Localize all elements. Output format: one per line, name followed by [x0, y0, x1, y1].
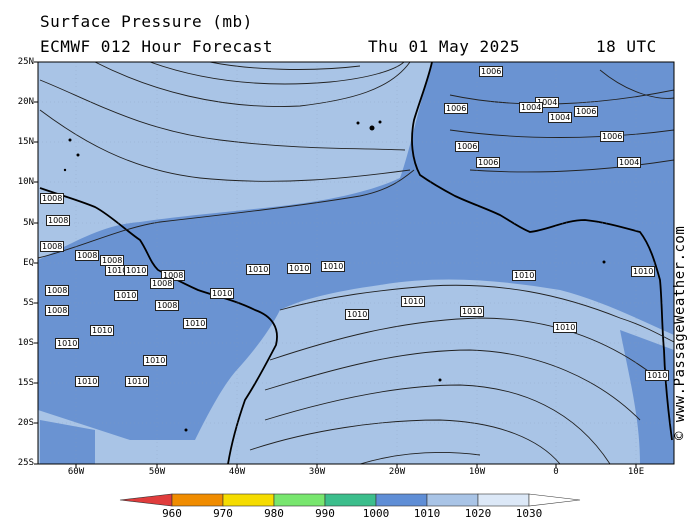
isobar-label: 1010: [183, 318, 208, 329]
isobar-label: 1006: [444, 103, 469, 114]
lat-label: 25N: [17, 57, 34, 67]
lat-label: 10S: [17, 338, 34, 348]
isobar-label: 1008: [150, 278, 175, 289]
low-pressure-lobe: [40, 420, 95, 464]
lat-label: 20S: [17, 418, 34, 428]
isobar-label: 1008: [155, 300, 180, 311]
isobar-label: 1004: [519, 102, 544, 113]
isobar-label: 1010: [460, 306, 485, 317]
graticule: [38, 62, 674, 464]
lat-label: EQ: [23, 258, 34, 268]
isobar-label: 1006: [455, 141, 480, 152]
coastlines: [39, 62, 673, 464]
isobar-label: 1010: [401, 296, 426, 307]
colorbar-label: 1020: [464, 507, 492, 520]
isobar-label: 1010: [512, 270, 537, 281]
isobar-label: 1006: [600, 131, 625, 142]
isobar-label: 1008: [45, 305, 70, 316]
lon-label: 50W: [148, 467, 166, 477]
isobars: [38, 62, 674, 464]
isobar-label: 1010: [124, 265, 149, 276]
header-time: 18 UTC: [596, 37, 657, 56]
lon-label: 30W: [308, 467, 326, 477]
axis-ticks: [34, 61, 637, 468]
isobar-label: 1010: [246, 264, 271, 275]
islands: [63, 120, 606, 432]
header-title: Surface Pressure (mb): [40, 12, 253, 31]
colorbar-high-arrow: [528, 493, 581, 507]
isobar-label: 1010: [55, 338, 80, 349]
lat-label: 25S: [17, 458, 34, 468]
isobar-label: 1006: [479, 66, 504, 77]
colorbar: [119, 493, 581, 507]
header-model: ECMWF 012 Hour Forecast: [40, 37, 274, 56]
colorbar-low-arrow: [119, 493, 173, 507]
isobar-label: 1010: [321, 261, 346, 272]
credit-text: © www.PassageWeather.com: [672, 225, 688, 440]
low-pressure-zone: [38, 62, 674, 440]
colorbar-label: 970: [213, 507, 233, 520]
isobar-label: 1010: [114, 290, 139, 301]
isobar-label: 1010: [125, 376, 150, 387]
lon-label: 20W: [388, 467, 406, 477]
colorbar-label: 990: [315, 507, 335, 520]
lat-label: 5S: [23, 298, 34, 308]
isobar-label: 1008: [75, 250, 100, 261]
lat-label: 15N: [17, 137, 34, 147]
colorbar-label: 1010: [413, 507, 441, 520]
isobar-label: 1010: [143, 355, 168, 366]
isobar-label: 1006: [476, 157, 501, 168]
isobar-label: 1008: [46, 215, 71, 226]
isobar-label: 1008: [45, 285, 70, 296]
low-pressure-lobe: [620, 330, 674, 464]
isobar-label: 1010: [90, 325, 115, 336]
isobar-label: 1008: [40, 193, 65, 204]
isobar-label: 1010: [631, 266, 656, 277]
lat-label: 5N: [23, 218, 34, 228]
lat-label: 15S: [17, 378, 34, 388]
header-date: Thu 01 May 2025: [368, 37, 520, 56]
lat-label: 10N: [17, 177, 34, 187]
isobar-label: 1006: [574, 106, 599, 117]
colorbar-label: 1000: [362, 507, 390, 520]
lon-label: 10E: [627, 467, 645, 477]
isobar-label: 1010: [553, 322, 578, 333]
isobar-label: 1010: [75, 376, 100, 387]
lat-label: 20N: [17, 97, 34, 107]
lon-label: 40W: [228, 467, 246, 477]
colorbar-label: 980: [264, 507, 284, 520]
isobar-label: 1010: [210, 288, 235, 299]
lon-label: 60W: [67, 467, 85, 477]
isobar-label: 1010: [645, 370, 670, 381]
isobar-label: 1004: [548, 112, 573, 123]
isobar-label: 1004: [617, 157, 642, 168]
colorbar-label: 960: [162, 507, 182, 520]
isobar-label: 1010: [345, 309, 370, 320]
colorbar-label: 1030: [515, 507, 543, 520]
isobar-label: 1010: [287, 263, 312, 274]
lon-label: 10W: [468, 467, 486, 477]
isobar-label: 1008: [40, 241, 65, 252]
lon-label: 0: [553, 467, 559, 477]
